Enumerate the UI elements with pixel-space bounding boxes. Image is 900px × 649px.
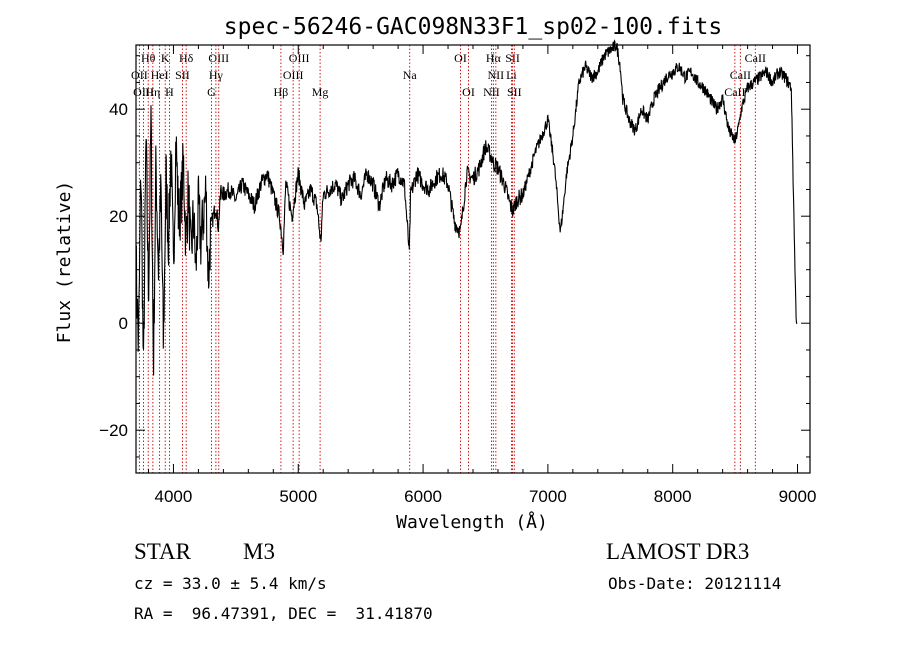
- spectral-line-label: Hδ: [179, 51, 194, 65]
- observation-date: Obs-Date: 20121114: [608, 574, 782, 593]
- spectral-line-label: Hθ: [141, 51, 156, 65]
- plot-frame: [135, 44, 811, 474]
- object-subclass: M3: [243, 539, 275, 564]
- survey-name: LAMOST DR3: [606, 539, 750, 564]
- x-axis-label: Wavelength (Å): [396, 511, 548, 533]
- spectral-line-label: SII: [505, 51, 520, 65]
- x-tick-label: 4000: [155, 487, 193, 506]
- spectral-line-label: H: [165, 85, 174, 99]
- y-tick-label: 20: [109, 207, 128, 226]
- y-tick-label: −20: [99, 421, 128, 440]
- spectral-line-label: NII: [488, 68, 505, 82]
- flux-series-line: [135, 39, 798, 376]
- chart-title: spec-56246-GAC098N33F1_sp02-100.fits: [224, 14, 723, 40]
- redshift-velocity: cz = 33.0 ± 5.4 km/s: [134, 574, 327, 593]
- spectral-line-label: Hβ: [274, 85, 289, 99]
- spectral-line-label: Hγ: [209, 68, 224, 82]
- spectral-line-label: OIII: [289, 51, 310, 65]
- spectral-line-label: CaII: [745, 51, 766, 65]
- spectral-line-label: Li: [506, 68, 517, 82]
- spectral-line-label: OII: [131, 68, 148, 82]
- x-tick-label: 5000: [279, 487, 317, 506]
- spectral-line-label: SII: [175, 68, 190, 82]
- spectral-line-label: CaII: [724, 85, 745, 99]
- spectral-line-label: HeI: [151, 68, 169, 82]
- spectral-line-label: OIII: [133, 85, 154, 99]
- x-tick-label: 6000: [404, 487, 442, 506]
- x-tick-label: 9000: [779, 487, 817, 506]
- spectral-line-label: OI: [454, 51, 467, 65]
- spectral-line-label: OI: [462, 85, 475, 99]
- spectral-line-label: OIII: [208, 51, 229, 65]
- spectral-line-label: NII: [483, 85, 500, 99]
- spectral-line-label: K: [161, 51, 170, 65]
- spectral-line-label: Na: [403, 68, 418, 82]
- spectral-line-label: Hη: [145, 85, 160, 99]
- sky-coordinates: RA = 96.47391, DEC = 31.41870: [134, 604, 433, 623]
- object-class: STAR: [134, 539, 191, 564]
- y-axis-label: Flux (relative): [54, 181, 75, 344]
- spectral-line-label: CaII: [730, 68, 751, 82]
- x-tick-label: 8000: [654, 487, 692, 506]
- spectral-line-label: G: [207, 85, 216, 99]
- y-tick-label: 0: [119, 314, 128, 333]
- y-tick-label: 40: [109, 100, 128, 119]
- spectral-line-label: Hα: [486, 51, 502, 65]
- spectral-line-label: SII: [507, 85, 522, 99]
- x-tick-label: 7000: [529, 487, 567, 506]
- spectral-line-label: OIII: [283, 68, 304, 82]
- spectral-line-label: Mg: [312, 85, 329, 99]
